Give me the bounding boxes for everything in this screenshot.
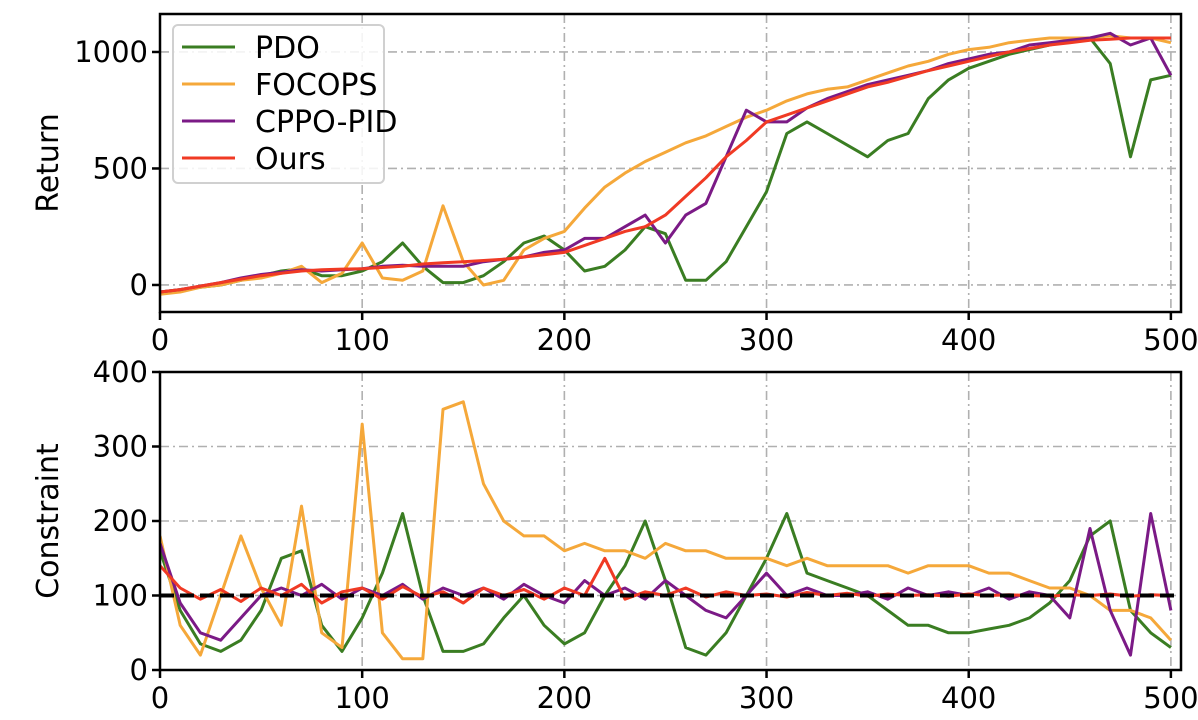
x-tick-label: 400 [941,681,996,715]
x-tick-label: 500 [1143,681,1198,715]
legend-label: PDO [255,31,320,66]
y-axis-label: Return [31,113,66,213]
constraint-plot: 0 100 200 300 400 500 0 100 200 300 400 Constraint [31,355,1198,715]
y-tick-label: 300 [93,430,148,464]
legend-box [172,24,385,184]
series-line-pdo [160,36,1172,294]
y-axis-label: Constraint [31,443,66,599]
x-tick-label: 500 [1143,323,1198,357]
axes-frame [158,12,1183,314]
legend-label: CPPO-PID [255,105,397,140]
x-tick-label: 300 [739,681,794,715]
x-tick-label: 100 [334,323,389,357]
legend-label: FOCOPS [255,68,378,103]
series-line-pdo [160,512,1172,657]
x-tick-label: 400 [941,323,996,357]
series-line-focops [160,34,1172,296]
y-tick-label: 400 [93,355,148,389]
x-tick-label: 0 [151,681,169,715]
x-tick-label: 0 [151,323,169,357]
legend-label: Ours [255,142,326,177]
x-tick-label: 200 [537,323,592,357]
return-plot: 0 100 200 300 400 500 0 500 1000 Return [31,12,1198,357]
x-tick-label: 100 [334,681,389,715]
y-tick-label: 0 [130,653,148,687]
y-tick-label: 200 [93,504,148,538]
y-tick-label: 500 [93,151,148,185]
y-tick-label: 100 [93,579,148,613]
x-tick-label: 200 [537,681,592,715]
x-tick-label: 300 [739,323,794,357]
series-line-focops [160,400,1173,661]
y-tick-label: 1000 [74,35,148,69]
series-line-ours [160,36,1171,294]
y-tick-label: 0 [130,268,148,302]
